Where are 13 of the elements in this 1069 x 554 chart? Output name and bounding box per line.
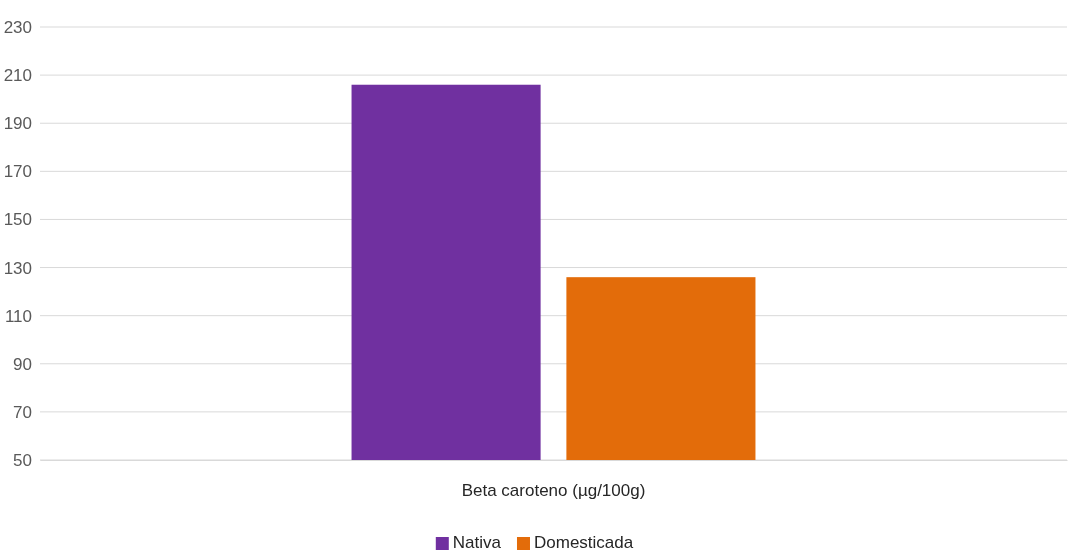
y-tick-label: 170 bbox=[3, 162, 32, 182]
y-tick-label: 130 bbox=[3, 258, 32, 278]
y-tick-label: 230 bbox=[3, 17, 32, 37]
y-tick-label: 50 bbox=[13, 450, 32, 470]
legend-label: Domesticada bbox=[533, 533, 634, 552]
y-tick-label: 70 bbox=[13, 402, 32, 422]
x-tick-label: Beta caroteno (µg/100g) bbox=[461, 481, 646, 501]
y-tick-label: 90 bbox=[13, 354, 32, 374]
legend-label: Nativa bbox=[452, 533, 502, 552]
y-tick-label: 110 bbox=[4, 306, 32, 326]
y-tick-label: 150 bbox=[3, 210, 32, 230]
y-tick-label: 190 bbox=[3, 114, 32, 134]
y-tick-label: 210 bbox=[3, 66, 32, 86]
